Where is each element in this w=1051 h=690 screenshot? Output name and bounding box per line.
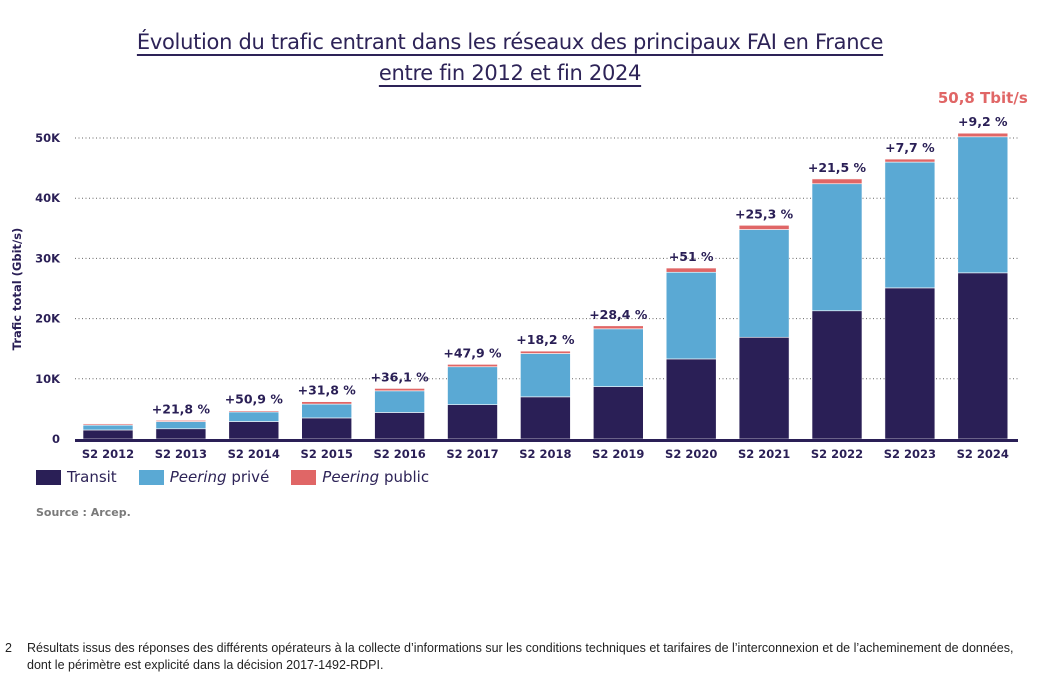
x-tick-label: S2 2021: [738, 447, 790, 461]
y-tick-label: 40K: [35, 191, 61, 205]
bar-transit: [82, 429, 134, 440]
bar-peering-public: [82, 423, 134, 426]
bar-peering-privé: [592, 328, 644, 387]
x-tick-label: S2 2023: [884, 447, 936, 461]
x-tick-label: S2 2022: [811, 447, 863, 461]
x-tick-label: S2 2013: [155, 447, 207, 461]
bar-peering-public: [228, 410, 280, 413]
x-tick-label: S2 2017: [446, 447, 498, 461]
chart-title-line-1: Évolution du trafic entrant dans les rés…: [0, 30, 1020, 54]
chart-title-text-2: entre fin 2012 et fin 2024: [378, 61, 642, 85]
growth-label: +51 %: [669, 249, 714, 264]
x-tick-label: S2 2016: [373, 447, 425, 461]
bar-transit: [738, 336, 790, 440]
bar-peering-privé: [447, 366, 498, 405]
x-tick-label: S2 2015: [301, 447, 353, 461]
growth-label: +9,2 %: [958, 114, 1008, 129]
bar-peering-privé: [520, 353, 571, 398]
x-tick-label: S2 2012: [82, 447, 134, 461]
bar-peering-privé: [811, 183, 863, 312]
legend-label: Transit: [67, 468, 117, 486]
bar-peering-privé: [301, 403, 353, 419]
legend-item: Transit: [36, 468, 117, 486]
bar-transit: [374, 412, 425, 440]
growth-label: +47,9 %: [443, 345, 502, 360]
bar-peering-public: [884, 158, 936, 163]
y-tick-label: 10K: [35, 372, 61, 386]
bar-peering-public: [447, 364, 498, 368]
bar-transit: [155, 428, 207, 440]
legend-item: Peering public: [291, 468, 429, 486]
bar-transit: [665, 358, 717, 440]
bar-peering-privé: [374, 390, 425, 413]
source-note: Source : Arcep.: [36, 506, 131, 519]
chart-title-text-1: Évolution du trafic entrant dans les rés…: [136, 30, 884, 54]
bar-transit: [592, 386, 644, 440]
growth-label: +50,9 %: [225, 392, 284, 407]
growth-label: +31,8 %: [298, 383, 357, 398]
legend-label: Peering public: [322, 468, 430, 486]
bar-peering-public: [592, 325, 644, 330]
bar-peering-privé: [665, 271, 717, 360]
growth-label: +36,1 %: [370, 369, 429, 384]
growth-label: +28,4 %: [589, 307, 648, 322]
bar-transit: [884, 287, 936, 440]
x-tick-label: S2 2020: [665, 447, 717, 461]
bar-peering-privé: [957, 136, 1009, 274]
bar-transit: [301, 417, 353, 440]
bar-peering-public: [374, 388, 425, 392]
x-tick-label: S2 2018: [519, 447, 571, 461]
bar-peering-public: [957, 132, 1009, 138]
bar-transit: [811, 310, 863, 440]
bar-peering-public: [301, 401, 353, 405]
y-tick-label: 20K: [35, 312, 61, 326]
bar-peering-privé: [738, 229, 790, 338]
bar-transit: [520, 396, 571, 440]
x-tick-label: S2 2019: [592, 447, 644, 461]
bar-transit: [228, 421, 280, 440]
total-annotation: 50,8 Tbit/s: [938, 89, 1028, 107]
growth-label: +21,8 %: [152, 401, 211, 416]
bar-peering-public: [811, 178, 863, 185]
chart-title-line-2: entre fin 2012 et fin 2024: [0, 61, 1020, 85]
footnote: 2 Résultats issus des réponses des diffé…: [5, 640, 1035, 674]
bar-peering-privé: [155, 421, 207, 430]
bar-transit: [957, 272, 1009, 440]
y-axis-label: Trafic total (Gbit/s): [10, 228, 24, 351]
bar-peering-privé: [884, 161, 936, 289]
bar-transit: [447, 404, 498, 440]
bar-peering-public: [738, 224, 790, 230]
bar-peering-privé: [82, 424, 134, 431]
legend-swatch: [36, 469, 61, 485]
y-tick-label: 30K: [35, 251, 61, 265]
footnote-text: Résultats issus des réponses des différe…: [27, 641, 1014, 672]
growth-label: +21,5 %: [808, 160, 867, 175]
y-tick-label: 50K: [35, 131, 61, 145]
legend-label: Peering privé: [169, 468, 270, 486]
growth-label: +25,3 %: [735, 206, 794, 221]
bar-peering-public: [520, 350, 571, 354]
legend-item: Peering privé: [138, 468, 270, 486]
growth-label: +7,7 %: [885, 140, 935, 155]
footnote-number: 2: [5, 641, 12, 655]
x-tick-label: S2 2024: [957, 447, 1009, 461]
legend-swatch: [138, 469, 164, 485]
y-tick-label: 0: [52, 432, 60, 446]
legend: Transit Peering privé Peering public: [36, 468, 429, 486]
x-tick-label: S2 2014: [228, 447, 280, 461]
growth-label: +18,2 %: [516, 332, 575, 347]
bar-peering-privé: [228, 411, 280, 422]
bar-peering-public: [155, 420, 207, 422]
bar-peering-public: [665, 267, 717, 273]
legend-swatch: [291, 469, 317, 485]
